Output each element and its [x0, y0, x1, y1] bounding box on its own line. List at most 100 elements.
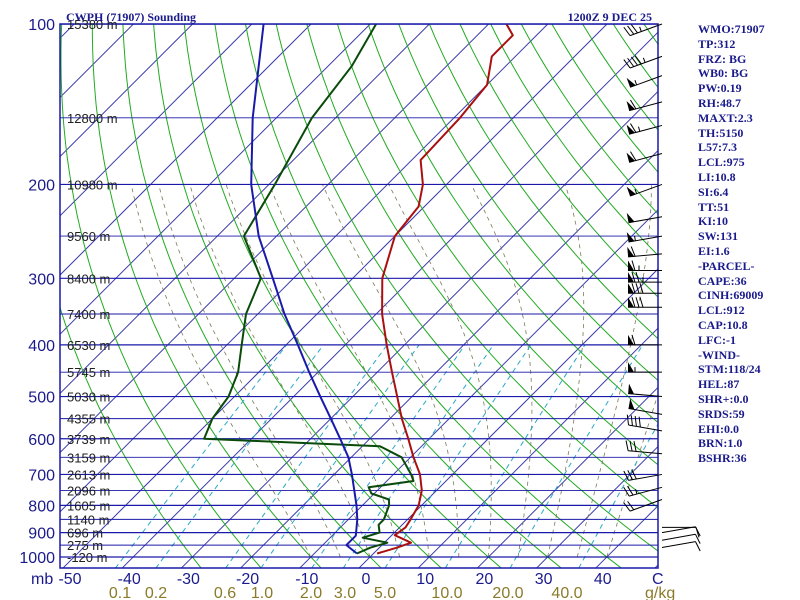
mixing-ratio-label: 40.0	[551, 585, 582, 600]
temperature-unit-label: C	[652, 571, 664, 588]
barb-flag	[630, 24, 638, 34]
wind-barb	[628, 383, 663, 398]
barb-flag	[627, 501, 635, 511]
index-item: PW:0.19	[698, 81, 742, 96]
isotherm-line	[62, 24, 608, 568]
barb-flag	[635, 283, 640, 294]
index-item: L57:7.3	[698, 140, 737, 155]
barb-pennant	[628, 272, 634, 283]
barb-half	[638, 126, 641, 132]
index-item: KI:10	[698, 214, 728, 229]
isotherm-line	[60, 24, 489, 454]
plot-frame	[59, 23, 659, 569]
wind-barb	[628, 362, 662, 373]
barb-pennant	[626, 124, 635, 135]
barb-flag	[630, 99, 637, 110]
barb-pennant	[628, 297, 634, 308]
barb-staff	[628, 216, 663, 224]
dry-adiabat	[336, 24, 658, 466]
barb-flag	[631, 334, 636, 346]
temperature-tick-label: -50	[58, 571, 81, 588]
barb-staff	[629, 55, 663, 69]
barb-staff	[628, 235, 663, 243]
height-label: -120 m	[67, 550, 107, 565]
mixing-ratio-label: 20.0	[492, 585, 523, 600]
wind-barb	[623, 499, 663, 512]
dry-adiabat	[582, 24, 658, 131]
temperature-tick-label: -40	[118, 571, 141, 588]
barb-flag	[631, 469, 637, 480]
dry-adiabat	[122, 24, 382, 568]
barb-flag	[634, 55, 642, 65]
height-label: 15380 m	[67, 17, 118, 32]
index-item: LCL:975	[698, 155, 745, 170]
dry-adiabat	[183, 24, 502, 568]
index-item: LI:10.8	[698, 170, 736, 184]
barb-flag	[634, 415, 637, 427]
chart-title: CWPH (71907) Sounding	[66, 10, 196, 24]
mixing-ratio-line	[509, 344, 644, 568]
dry-adiabat	[60, 24, 262, 568]
index-item: CAPE:36	[698, 273, 747, 288]
barb-staff	[629, 486, 663, 497]
height-label: 10980 m	[67, 177, 118, 192]
barb-flag	[627, 57, 635, 67]
barb-flag	[627, 25, 635, 35]
barb-staff	[628, 393, 663, 398]
barb-staff	[661, 526, 696, 534]
wind-barb	[628, 398, 663, 415]
wind-barb	[623, 469, 663, 481]
wind-barb	[628, 260, 662, 271]
index-item: FRZ: BG	[698, 51, 747, 66]
barb-flag	[631, 260, 636, 271]
barb-pennant	[628, 383, 635, 395]
barb-pennant	[628, 334, 634, 345]
wind-barb	[626, 75, 663, 88]
barb-flag	[630, 56, 638, 66]
index-item: WB0: BG	[698, 66, 749, 81]
height-label: 9560 m	[67, 229, 110, 244]
pressure-tick-label: 700	[28, 467, 55, 484]
dry-adiabat	[245, 24, 622, 568]
mixing-ratio-label: 0.6	[214, 585, 236, 600]
barb-flag	[633, 441, 637, 452]
barb-flag	[635, 297, 640, 308]
temperature-tick-label: -10	[295, 571, 318, 588]
dry-adiabat	[459, 24, 658, 298]
barb-flag	[695, 526, 701, 537]
mixing-ratio-label: 10.0	[431, 585, 462, 600]
wind-barbs	[623, 23, 701, 552]
wind-barb	[625, 440, 663, 455]
index-item: BSHR:36	[698, 451, 747, 466]
wind-barb	[628, 271, 662, 283]
mixing-ratio-label: 5.0	[374, 585, 396, 600]
dewpoint-curve	[203, 24, 415, 555]
barb-half	[634, 80, 638, 86]
wind-barb	[626, 123, 663, 135]
dry-adiabat	[490, 24, 658, 257]
barb-half	[642, 57, 646, 63]
mixing-ratio-line	[444, 344, 586, 568]
index-item: EHI:0.0	[698, 421, 740, 436]
barb-flag	[629, 440, 633, 452]
barb-flag	[630, 151, 637, 161]
temperature-tick-label: 10	[416, 571, 434, 588]
background-grid	[60, 24, 658, 568]
height-label: 7400 m	[67, 307, 110, 322]
barb-half	[639, 26, 642, 32]
mixing-ratio-label: 0.2	[145, 585, 167, 600]
isotherm-line	[60, 24, 253, 217]
barb-flag	[623, 470, 629, 481]
barb-pennant	[627, 246, 635, 257]
barb-pennant	[628, 398, 635, 410]
barb-flag	[623, 502, 631, 512]
pressure-tick-label: 100	[28, 17, 55, 34]
height-label: 6530 m	[67, 338, 110, 353]
mixing-ratio-label: 3.0	[334, 585, 356, 600]
barb-flag	[631, 283, 636, 294]
index-item: SRDS:59	[698, 406, 745, 421]
wind-barb	[626, 183, 663, 197]
index-item: HEL:87	[698, 377, 740, 392]
moist-adiabat	[388, 184, 492, 558]
